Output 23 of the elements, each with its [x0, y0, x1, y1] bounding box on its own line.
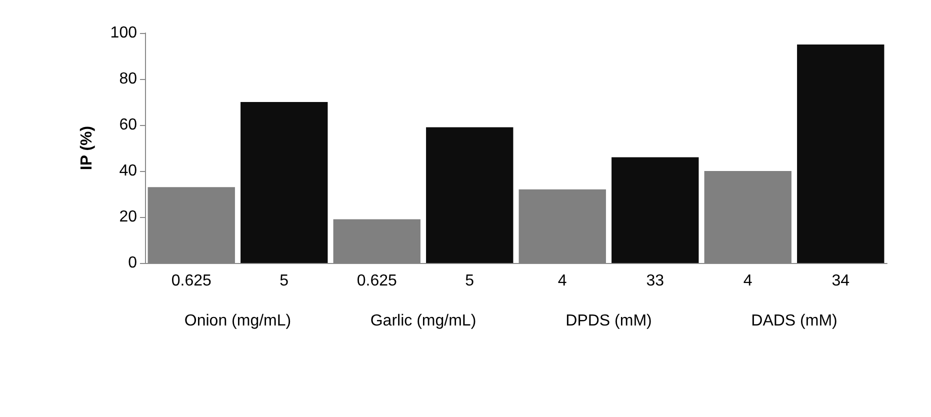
y-tick-label: 100: [110, 24, 138, 42]
x-tick-label: 5: [280, 272, 289, 290]
bar: [240, 102, 328, 263]
bar: [612, 157, 699, 263]
y-tick-label: 0: [128, 254, 138, 272]
bar: [426, 127, 514, 263]
y-tick-label: 60: [119, 116, 138, 134]
y-axis-title: IP (%): [78, 126, 96, 170]
x-tick-label: 0.625: [356, 272, 397, 290]
x-tick-label: 5: [465, 272, 474, 290]
x-tick-label: 34: [832, 272, 850, 290]
text: DADS (mM): [751, 312, 838, 330]
y-tick-label: 80: [119, 70, 138, 88]
x-tick-label: 0.625: [171, 272, 212, 290]
y-tick-label: 40: [119, 162, 138, 180]
text: DPDS (mM): [566, 312, 652, 330]
x-tick-label: 4: [558, 272, 567, 290]
text: Onion (mg/mL): [184, 312, 292, 330]
x-tick-label: 33: [646, 272, 664, 290]
x-tick-label: 4: [743, 272, 752, 290]
text: Garlic (mg/mL): [370, 312, 476, 330]
y-tick-label: 20: [119, 208, 138, 226]
bar: [797, 44, 884, 263]
